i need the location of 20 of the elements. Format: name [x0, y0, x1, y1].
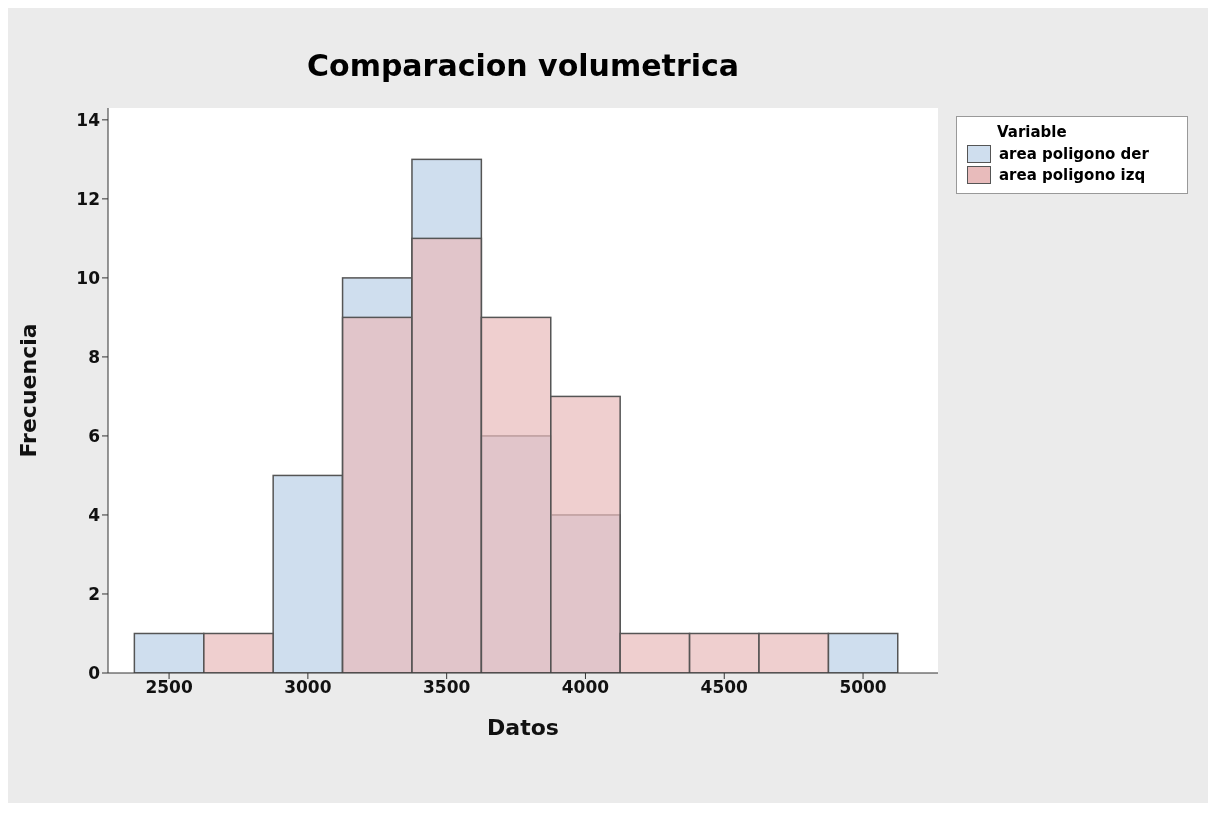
y-tick-label: 12: [76, 188, 100, 209]
y-tick-label: 6: [88, 425, 100, 446]
legend-label: area poligono izq: [998, 166, 1147, 184]
y-axis-title: Frecuencia: [15, 323, 41, 458]
chart-title: Comparacion volumetrica: [306, 48, 740, 83]
y-tick-label: 8: [88, 346, 100, 367]
y-tick-label: 10: [76, 267, 101, 288]
y-tick-label: 2: [88, 584, 100, 605]
legend-title: Variable: [996, 123, 1068, 141]
y-tick-label: 4: [88, 504, 101, 525]
x-tick-label: 2500: [145, 677, 193, 698]
y-tick-label: 0: [88, 663, 101, 684]
x-tick-label: 5000: [839, 677, 887, 698]
x-tick-label: 3000: [284, 677, 332, 698]
y-tick-label: 14: [76, 109, 101, 130]
x-tick-label: 4000: [561, 677, 610, 698]
x-axis-title: Datos: [487, 715, 559, 740]
legend-label: area poligono der: [998, 145, 1150, 163]
x-tick-label: 4500: [700, 677, 749, 698]
x-tick-label: 3500: [423, 677, 471, 698]
